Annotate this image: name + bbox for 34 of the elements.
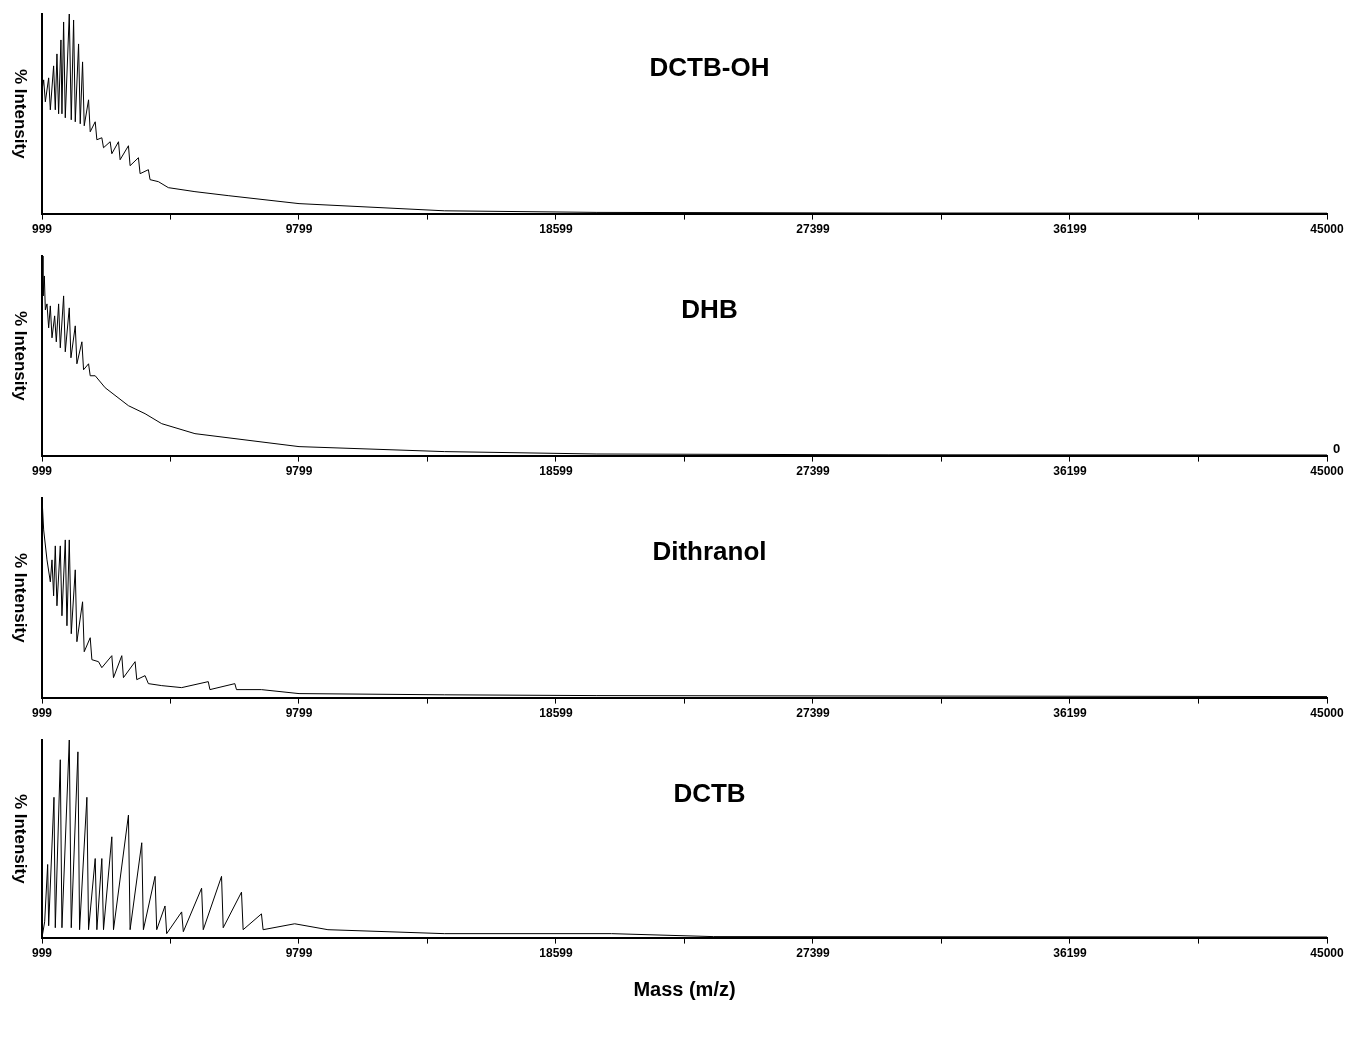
text: Dithranol [652,536,767,567]
x-tick-label: 18599 [539,464,573,479]
y-axis-title: % Intensity [11,793,31,885]
x-tick-label: 36199 [1053,946,1087,961]
x-tick-label: 18599 [539,946,573,961]
y-axis-title: % Intensity [11,310,31,402]
x-tick-label: 18599 [539,706,573,721]
x-tick-label: 9799 [285,222,313,237]
x-tick-label: 45000 [1310,222,1345,237]
x-tick-label: 36199 [1053,222,1087,237]
x-tick-label: 27399 [796,706,830,721]
text: DCTB [673,778,746,809]
x-tick-label: 27399 [796,946,830,961]
x-tick-label: 45000 [1310,464,1345,479]
x-tick-label: 27399 [796,222,830,237]
y-axis-title: % Intensity [11,552,31,644]
x-tick-label: 36199 [1053,464,1087,479]
text: DCTB-OH [649,52,770,83]
x-tick-label: 999 [31,946,53,961]
x-tick-label: 45000 [1310,706,1345,721]
x-tick-label: 999 [31,464,53,479]
x-tick-label: 999 [31,222,53,237]
x-axis-title: Mass (m/z) [633,977,736,1000]
x-tick-label: 36199 [1053,706,1087,721]
x-tick-label: 45000 [1310,946,1345,961]
x-tick-label: 9799 [285,946,313,961]
x-tick-label: 9799 [285,464,313,479]
y-axis-title: % Intensity [11,68,31,160]
x-tick-label: 18599 [539,222,573,237]
x-tick-label: 27399 [796,464,830,479]
x-tick-label: 9799 [285,706,313,721]
text: 0 [1333,440,1341,456]
x-tick-label: 999 [31,706,53,721]
text: DHB [681,294,738,325]
